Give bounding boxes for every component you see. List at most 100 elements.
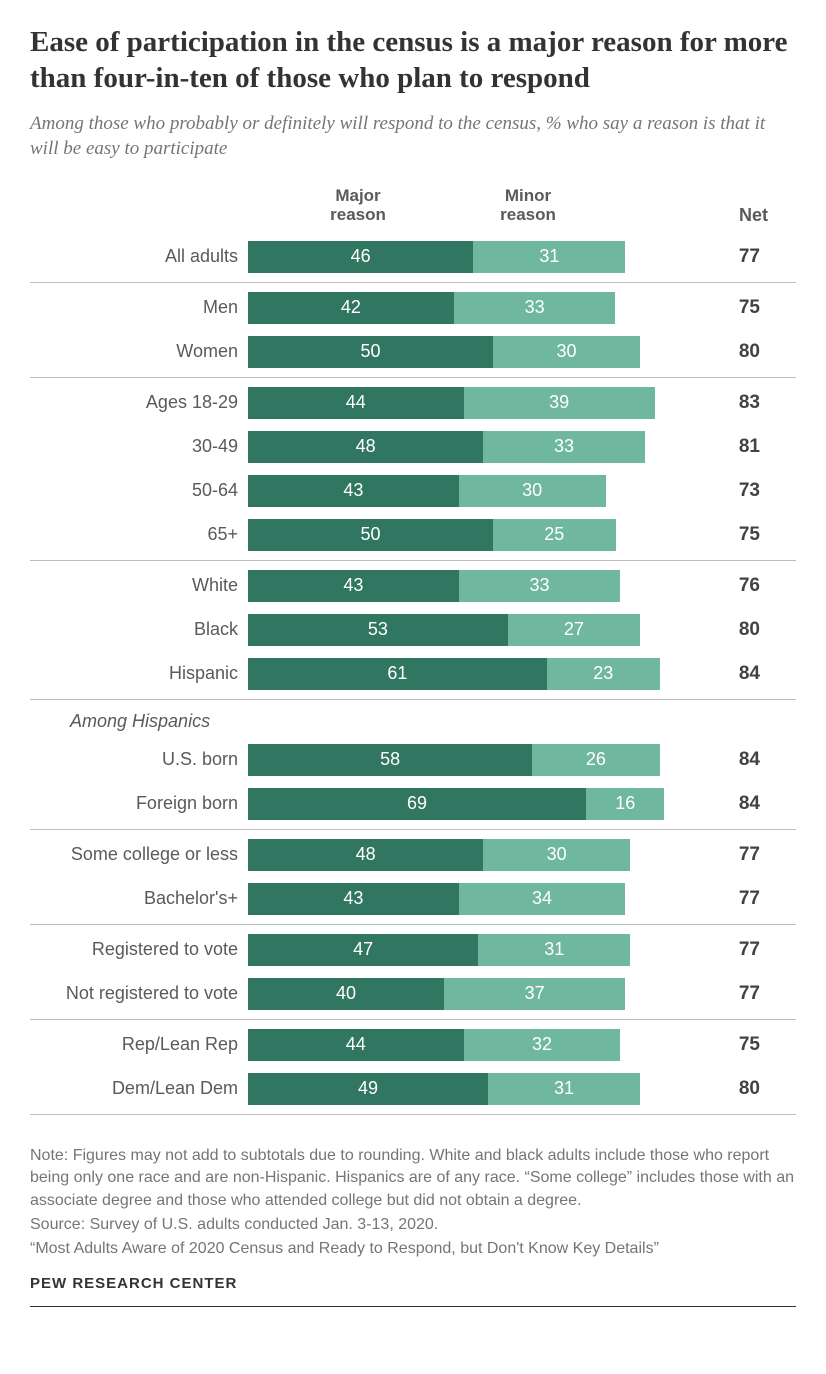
chart-row: Black532780 xyxy=(30,608,796,652)
net-value: 80 xyxy=(688,619,768,641)
row-label: All adults xyxy=(30,246,248,267)
bar-segment-minor: 25 xyxy=(493,519,616,551)
bar-container: 4830 xyxy=(248,839,688,871)
bar-container: 4439 xyxy=(248,387,688,419)
chart-title: Ease of participation in the census is a… xyxy=(30,24,796,97)
bar-segment-major: 44 xyxy=(248,1029,464,1061)
chart-group: Some college or less483077 Bachelor's+433… xyxy=(30,830,796,925)
bar-segment-major: 49 xyxy=(248,1073,488,1105)
chart-group: Ages 18-2944398330-4948338150-6443307365… xyxy=(30,378,796,561)
header-minor: Minor reason xyxy=(488,186,568,225)
row-label: Ages 18-29 xyxy=(30,392,248,413)
row-label: U.S. born xyxy=(30,749,248,770)
net-value: 75 xyxy=(688,524,768,546)
stacked-bar-chart: Major reason Minor reason Net All adults… xyxy=(30,186,796,1115)
bar-segment-major: 42 xyxy=(248,292,454,324)
bar-segment-minor: 30 xyxy=(459,475,606,507)
chart-subtitle: Among those who probably or definitely w… xyxy=(30,111,796,162)
net-value: 80 xyxy=(688,1078,768,1100)
chart-row: Rep/Lean Rep443275 xyxy=(30,1023,796,1067)
net-value: 84 xyxy=(688,793,768,815)
bar-container: 4731 xyxy=(248,934,688,966)
bar-segment-major: 43 xyxy=(248,475,459,507)
bar-segment-minor: 34 xyxy=(459,883,626,915)
group-heading: Among Hispanics xyxy=(30,703,796,738)
bar-container: 4233 xyxy=(248,292,688,324)
net-value: 77 xyxy=(688,844,768,866)
bar-segment-major: 50 xyxy=(248,336,493,368)
row-label: Not registered to vote xyxy=(30,983,248,1004)
chart-row: 30-49483381 xyxy=(30,425,796,469)
net-value: 84 xyxy=(688,663,768,685)
net-value: 80 xyxy=(688,341,768,363)
chart-group: All adults463177 xyxy=(30,232,796,283)
chart-row: All adults463177 xyxy=(30,235,796,279)
net-value: 75 xyxy=(688,297,768,319)
bar-segment-major: 53 xyxy=(248,614,508,646)
bar-segment-major: 40 xyxy=(248,978,444,1010)
bar-segment-major: 58 xyxy=(248,744,532,776)
row-label: Dem/Lean Dem xyxy=(30,1078,248,1099)
bar-container: 4330 xyxy=(248,475,688,507)
row-label: Women xyxy=(30,341,248,362)
bar-segment-major: 48 xyxy=(248,431,483,463)
chart-row: Not registered to vote4037 77 xyxy=(30,972,796,1016)
net-value: 76 xyxy=(688,575,768,597)
chart-row: Men423375 xyxy=(30,286,796,330)
bar-segment-minor: 33 xyxy=(454,292,616,324)
bar-segment-minor: 27 xyxy=(508,614,640,646)
source-attribution: PEW RESEARCH CENTER xyxy=(30,1275,796,1292)
row-label: 50-64 xyxy=(30,480,248,501)
bar-container: 4333 xyxy=(248,570,688,602)
bar-container: 4833 xyxy=(248,431,688,463)
chart-group: Men423375Women503080 xyxy=(30,283,796,378)
chart-row: Some college or less483077 xyxy=(30,833,796,877)
bar-container: 5025 xyxy=(248,519,688,551)
bar-segment-minor: 39 xyxy=(464,387,655,419)
net-value: 75 xyxy=(688,1034,768,1056)
bottom-rule xyxy=(30,1306,796,1307)
bar-segment-minor: 37 xyxy=(444,978,625,1010)
row-label: Black xyxy=(30,619,248,640)
bar-segment-minor: 33 xyxy=(459,570,621,602)
bar-segment-major: 43 xyxy=(248,570,459,602)
row-label: Bachelor's+ xyxy=(30,888,248,909)
row-label: Hispanic xyxy=(30,663,248,684)
bar-container: 6916 xyxy=(248,788,688,820)
net-value: 77 xyxy=(688,246,768,268)
header-net: Net xyxy=(688,205,768,226)
bar-container: 4631 xyxy=(248,241,688,273)
bar-segment-minor: 16 xyxy=(586,788,664,820)
bar-container: 5030 xyxy=(248,336,688,368)
bar-segment-minor: 31 xyxy=(473,241,625,273)
net-value: 77 xyxy=(688,888,768,910)
bar-segment-minor: 31 xyxy=(488,1073,640,1105)
bar-segment-major: 50 xyxy=(248,519,493,551)
bar-container: 4334 xyxy=(248,883,688,915)
bar-segment-minor: 33 xyxy=(483,431,645,463)
bar-segment-major: 44 xyxy=(248,387,464,419)
bar-segment-minor: 26 xyxy=(532,744,659,776)
row-label: Men xyxy=(30,297,248,318)
chart-row: Ages 18-29443983 xyxy=(30,381,796,425)
chart-row: Dem/Lean Dem4931 80 xyxy=(30,1067,796,1111)
bar-segment-major: 61 xyxy=(248,658,547,690)
net-value: 84 xyxy=(688,749,768,771)
row-label: Some college or less xyxy=(30,844,248,865)
bar-segment-major: 46 xyxy=(248,241,473,273)
chart-row: Hispanic612384 xyxy=(30,652,796,696)
footnotes: Note: Figures may not add to subtotals d… xyxy=(30,1145,796,1261)
net-value: 73 xyxy=(688,480,768,502)
net-value: 83 xyxy=(688,392,768,414)
chart-row: U.S. born5826 84 xyxy=(30,738,796,782)
chart-row: 50-64433073 xyxy=(30,469,796,513)
bar-segment-minor: 30 xyxy=(493,336,640,368)
bar-container: 6123 xyxy=(248,658,688,690)
bar-segment-major: 43 xyxy=(248,883,459,915)
row-label: Registered to vote xyxy=(30,939,248,960)
chart-row: Women503080 xyxy=(30,330,796,374)
net-value: 81 xyxy=(688,436,768,458)
footnote-line: “Most Adults Aware of 2020 Census and Re… xyxy=(30,1238,796,1260)
bar-container: 5327 xyxy=(248,614,688,646)
net-value: 77 xyxy=(688,983,768,1005)
